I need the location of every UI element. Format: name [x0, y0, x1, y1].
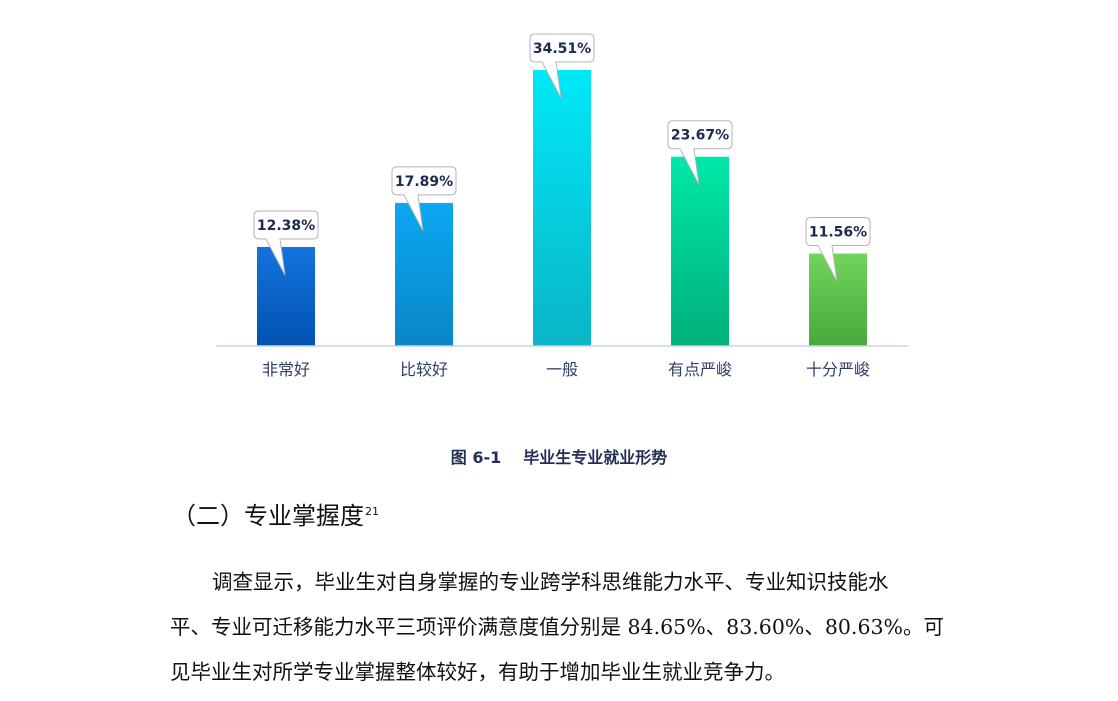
figure-caption: 图 6-1 毕业生专业就业形势 [0, 444, 1118, 468]
data-label-1: 12.38% [257, 218, 315, 234]
bar-5 [809, 253, 867, 346]
category-label-4: 有点严峻 [668, 360, 732, 379]
figure-number: 图 6-1 [450, 448, 502, 467]
data-label-callout-5 [805, 217, 871, 282]
data-label-5: 11.56% [809, 225, 867, 241]
data-label-3: 34.51% [533, 41, 591, 57]
category-label-2: 比较好 [400, 360, 448, 379]
footnote-marker: 21 [365, 505, 379, 518]
data-label-callout-3 [529, 33, 595, 99]
bar-1 [257, 246, 315, 346]
paragraph-line-1: 调查显示，毕业生对自身掌握的专业跨学科思维能力水平、专业知识技能水 [212, 570, 889, 594]
category-label-1: 非常好 [262, 360, 310, 379]
data-label-callout-1 [253, 210, 319, 276]
paragraph-line-3: 见毕业生对所学专业掌握整体较好，有助于增加毕业生就业竞争力。 [170, 660, 785, 684]
section-heading-text: （二）专业掌握度 [172, 502, 364, 530]
data-label-4: 23.67% [671, 128, 729, 144]
category-label-3: 一般 [546, 360, 578, 379]
employment-situation-bar-chart: 非常好 比较好 一般 有点严峻 十分严峻 12.38% 17.89% 34.51% 23.67… [216, 33, 908, 379]
paragraph-line-2: 平、专业可迁移能力水平三项评价满意度值分别是 84.65%、83.60%、80.… [170, 615, 945, 639]
section-heading: （二）专业掌握度21 [172, 496, 379, 531]
bar-2 [395, 202, 453, 346]
data-label-callout-4 [667, 120, 733, 185]
body-paragraph: 调查显示，毕业生对自身掌握的专业跨学科思维能力水平、专业知识技能水 平、专业可迁… [170, 560, 970, 695]
data-label-2: 17.89% [395, 174, 453, 190]
figure-title: 毕业生专业就业形势 [523, 448, 668, 467]
category-label-5: 十分严峻 [806, 360, 870, 379]
bar-4 [671, 156, 729, 346]
bar-3 [533, 70, 591, 346]
data-label-callout-2 [391, 166, 457, 232]
